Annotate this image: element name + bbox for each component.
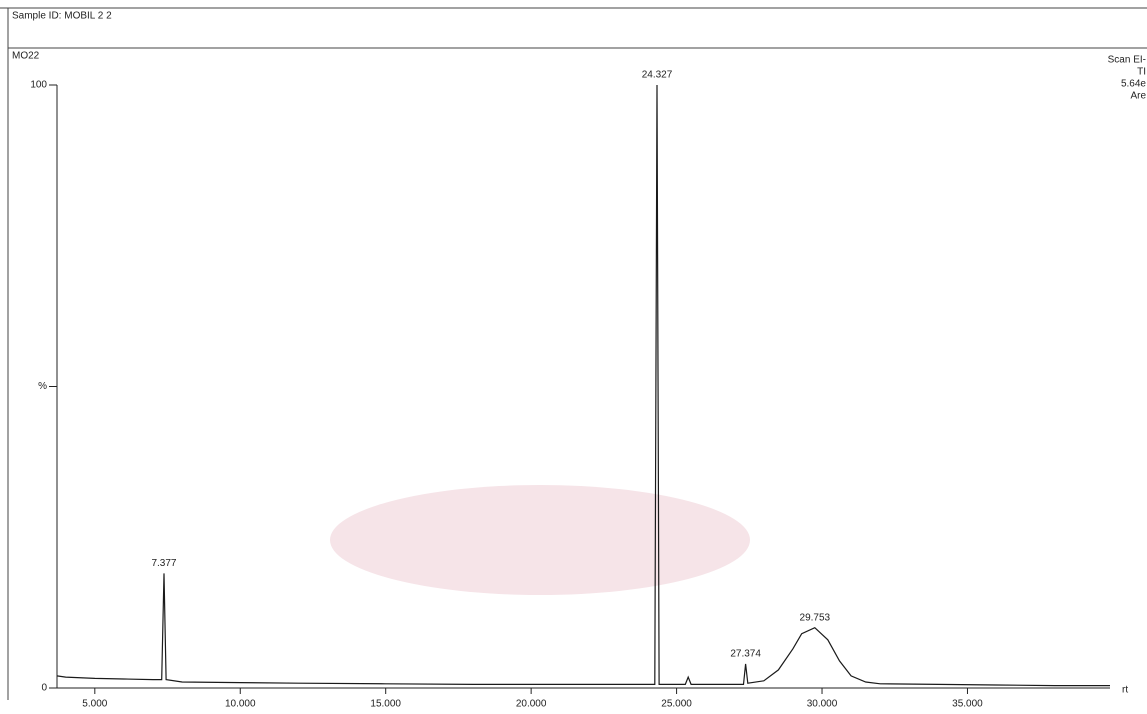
x-axis-label: rt — [1122, 685, 1128, 696]
x-tick-label: 20.000 — [516, 699, 547, 710]
x-tick-label: 30.000 — [807, 699, 838, 710]
chart-title: Sample ID: MOBIL 2 2 — [12, 11, 112, 22]
info: 5.64e — [1121, 79, 1146, 90]
x-tick-label: 10.000 — [225, 699, 256, 710]
y-tick-label: 100 — [30, 80, 47, 91]
x-tick-label: 15.000 — [370, 699, 401, 710]
y-tick-label: % — [38, 381, 47, 392]
peak-label: 7.377 — [151, 558, 176, 569]
trace — [56, 84, 1110, 687]
peak-label: 29.753 — [800, 612, 831, 623]
info: Scan EI- — [1108, 55, 1146, 66]
peak-label: 24.327 — [642, 70, 673, 81]
info: TI — [1137, 67, 1146, 78]
y-tick-label: 0 — [41, 683, 47, 694]
watermark — [330, 485, 750, 595]
x-tick-label: 5.000 — [82, 699, 107, 710]
x-tick-label: 25.000 — [661, 699, 692, 710]
chart-subtitle: MO22 — [12, 51, 40, 62]
x-tick-label: 35.000 — [952, 699, 983, 710]
peak-label: 27.374 — [730, 649, 761, 660]
info: Are — [1130, 91, 1146, 102]
